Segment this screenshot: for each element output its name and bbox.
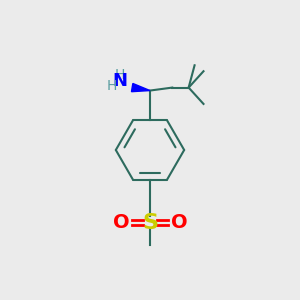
- Text: S: S: [142, 213, 158, 233]
- Text: H: H: [106, 79, 116, 93]
- Text: N: N: [112, 72, 127, 90]
- Text: H: H: [114, 68, 124, 82]
- Text: O: O: [170, 213, 187, 232]
- Polygon shape: [131, 83, 150, 92]
- Text: O: O: [113, 213, 130, 232]
